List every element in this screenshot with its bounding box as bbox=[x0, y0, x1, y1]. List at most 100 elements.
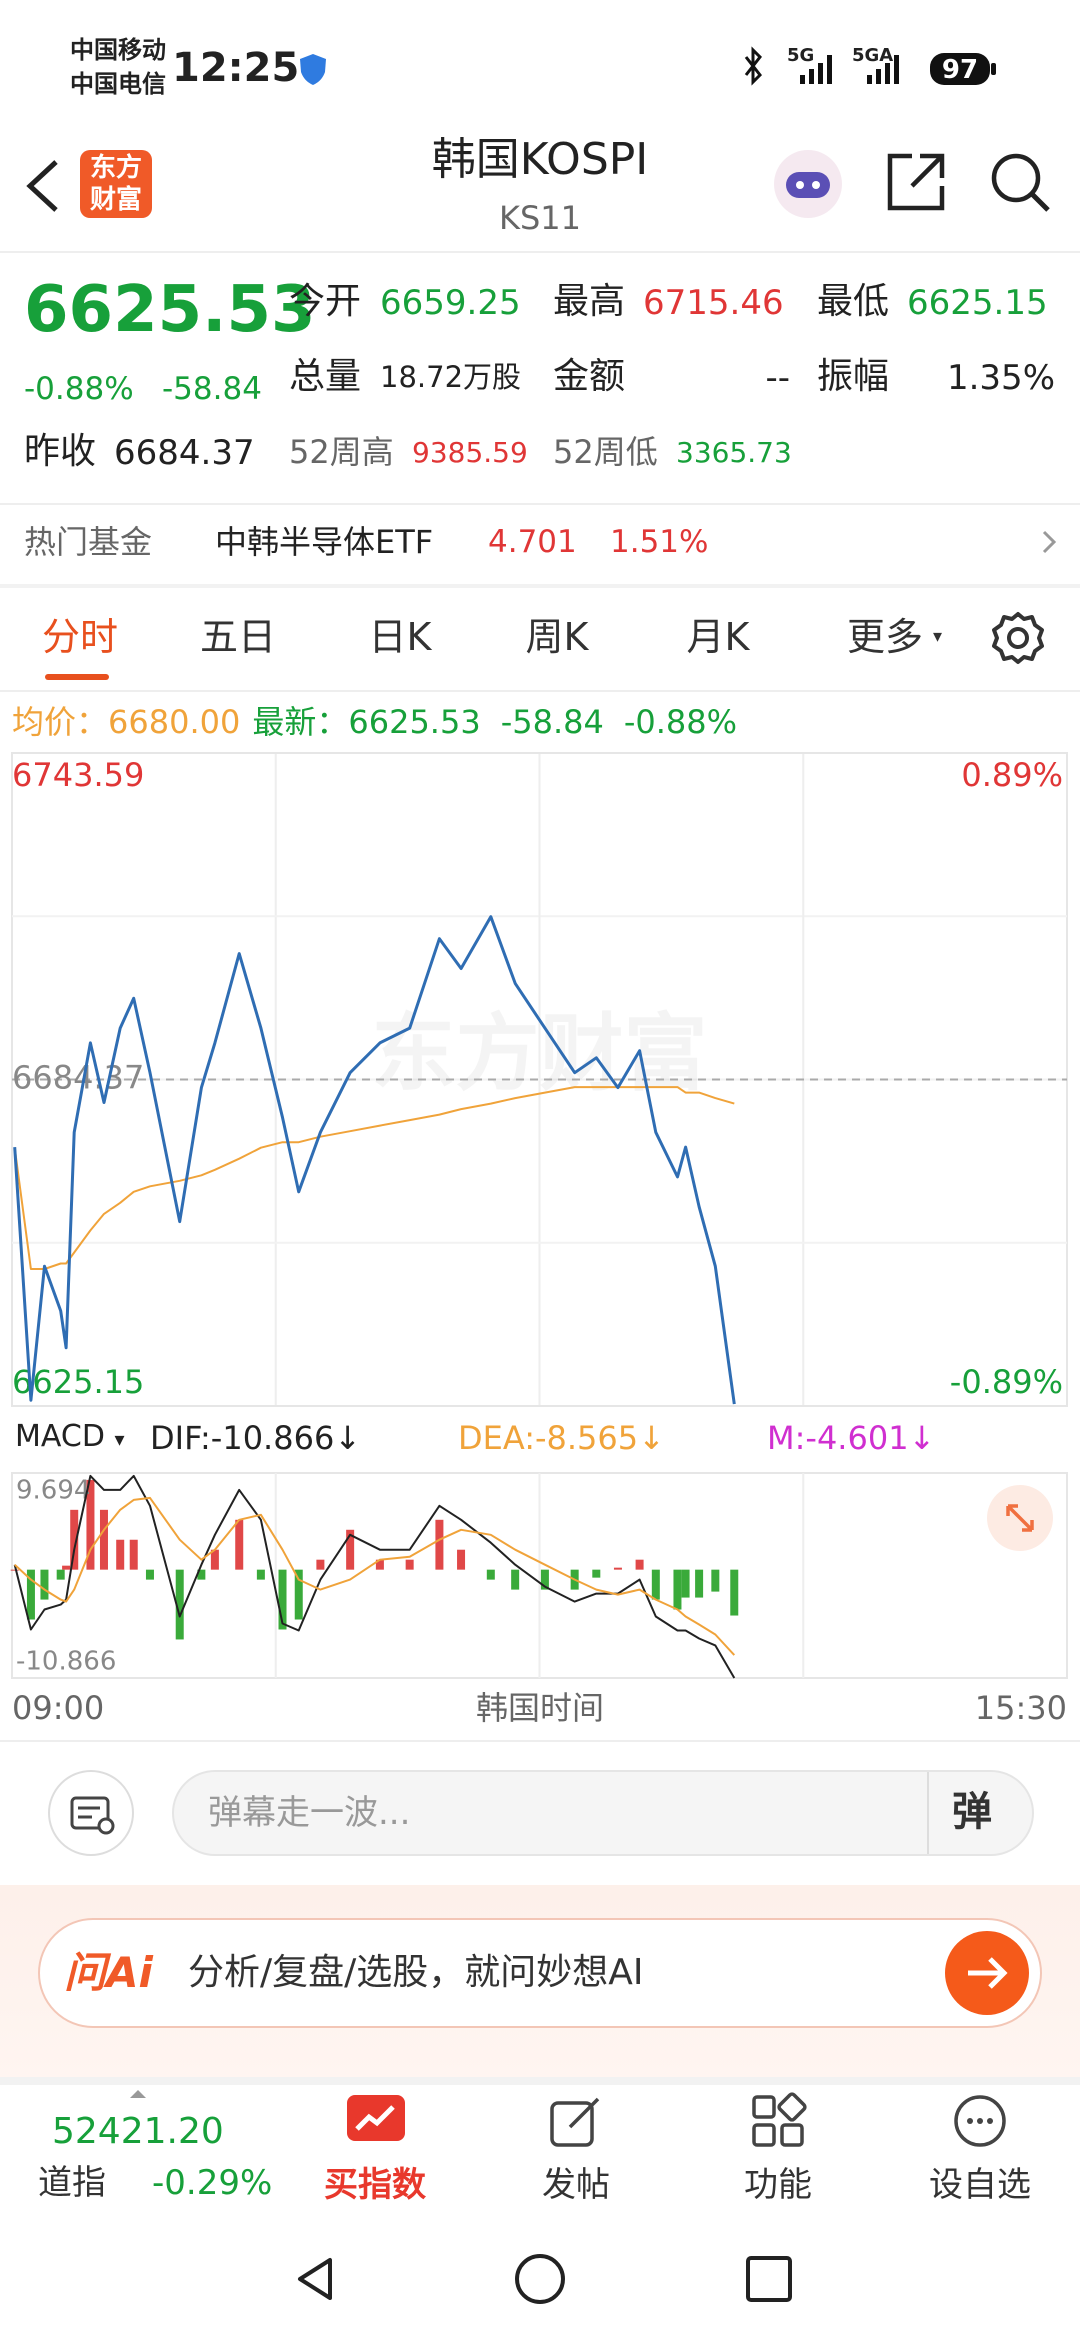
macd-bar bbox=[405, 1559, 414, 1570]
battery: 97 bbox=[941, 55, 979, 85]
divider bbox=[0, 1740, 1080, 1742]
info-row: 均价： 6680.00 最新： 6625.53 -58.84 -0.88% bbox=[12, 706, 737, 738]
macd-bar bbox=[695, 1569, 704, 1598]
arrow: ↓ bbox=[638, 1419, 665, 1457]
nav-icon bbox=[347, 2095, 405, 2141]
dif: DIF:-10.866 bbox=[150, 1419, 335, 1457]
macd-bar bbox=[511, 1569, 520, 1590]
macd-bar bbox=[197, 1569, 206, 1580]
price-line bbox=[13, 915, 736, 1405]
ai-entry[interactable] bbox=[38, 1918, 1042, 2028]
macd-chart: -10.866 9.694 bbox=[10, 1472, 1068, 1679]
macd-bar bbox=[375, 1559, 384, 1570]
avg-value: 6680.00 bbox=[108, 703, 241, 741]
macd-bar bbox=[457, 1549, 466, 1570]
macd-bar bbox=[730, 1569, 739, 1616]
nav-icon bbox=[954, 2095, 1006, 2147]
network: 5GA bbox=[852, 45, 894, 66]
macd-bar bbox=[116, 1539, 125, 1570]
y-tick-label: 9.694 bbox=[16, 1476, 90, 1506]
assistant-avatar[interactable] bbox=[772, 148, 844, 220]
divider bbox=[0, 690, 1080, 692]
macd-bar bbox=[129, 1539, 138, 1570]
macd-bar bbox=[316, 1559, 325, 1570]
macd-bar bbox=[40, 1569, 49, 1600]
macd-bar bbox=[175, 1569, 184, 1640]
tab[interactable]: 分时 bbox=[41, 615, 118, 659]
nav-item[interactable]: 发帖 bbox=[542, 2165, 610, 2205]
tab[interactable]: 更多 bbox=[846, 615, 923, 659]
tab[interactable]: 周K bbox=[525, 615, 589, 659]
back-key[interactable] bbox=[298, 2258, 332, 2300]
indicator: MACD bbox=[15, 1419, 105, 1454]
y-tick-label: 6684.37 bbox=[12, 1059, 144, 1097]
label: 今开 bbox=[289, 281, 362, 322]
search-button[interactable] bbox=[988, 150, 1052, 214]
last-label: 最新： bbox=[252, 703, 349, 741]
label: 最高 bbox=[553, 281, 626, 322]
label: 昨收 bbox=[24, 431, 97, 472]
arrow: ↓ bbox=[908, 1419, 936, 1457]
macd-bar bbox=[635, 1559, 644, 1570]
share-button[interactable] bbox=[884, 150, 948, 214]
index-change: -0.29% bbox=[152, 2163, 273, 2203]
macd-bar bbox=[486, 1569, 495, 1580]
ai-send[interactable] bbox=[944, 1930, 1030, 2016]
y2-tick-label: -0.89% bbox=[950, 1363, 1063, 1401]
macd-bar bbox=[681, 1569, 690, 1598]
home-key[interactable] bbox=[515, 2254, 565, 2304]
label: 52周低 bbox=[553, 433, 658, 471]
comment-input[interactable] bbox=[172, 1770, 1034, 1856]
tab[interactable]: 日K bbox=[368, 615, 432, 659]
back-button[interactable] bbox=[22, 158, 62, 214]
dif-legend: DIF:-10.866↓ bbox=[150, 1422, 361, 1454]
macd-bar bbox=[256, 1569, 265, 1580]
m-legend: M:-4.601↓ bbox=[767, 1422, 935, 1454]
macd-bar bbox=[145, 1569, 154, 1580]
dropdown-caret: ▾ bbox=[933, 626, 943, 647]
index-value: 52421.20 bbox=[52, 2111, 224, 2152]
nav-item[interactable]: 功能 bbox=[744, 2165, 812, 2205]
danmaku-settings[interactable] bbox=[46, 1768, 136, 1858]
y2-tick-label: 0.89% bbox=[961, 756, 1063, 794]
divider bbox=[0, 2077, 1080, 2085]
divider bbox=[0, 503, 1080, 505]
macd-bar bbox=[711, 1569, 720, 1592]
carrier: 中国移动 bbox=[70, 36, 166, 64]
recents-key[interactable] bbox=[746, 2256, 792, 2302]
tab[interactable]: 五日 bbox=[199, 615, 276, 659]
value: 6659.25 bbox=[380, 283, 521, 323]
x-axis-label: 韩国时间 bbox=[475, 1689, 604, 1727]
y-tick-label: -10.866 bbox=[16, 1647, 116, 1677]
nav-icon bbox=[550, 2097, 600, 2147]
value: 3365.73 bbox=[676, 436, 792, 469]
expand-button[interactable] bbox=[986, 1484, 1054, 1552]
chevron bbox=[1042, 530, 1057, 554]
y-tick-label: 6743.59 bbox=[12, 756, 144, 794]
average-line bbox=[13, 1086, 735, 1270]
label: 金额 bbox=[553, 356, 626, 397]
x-end: 15:30 bbox=[974, 1689, 1067, 1727]
value: -- bbox=[765, 358, 790, 398]
macd-bar bbox=[294, 1569, 303, 1620]
page-title: 韩国KOSPI bbox=[431, 134, 649, 185]
shield-icon bbox=[300, 54, 326, 85]
label: 52周高 bbox=[289, 433, 394, 471]
nav-item[interactable]: 买指数 bbox=[324, 2165, 426, 2205]
settings-button[interactable] bbox=[990, 610, 1046, 666]
tab[interactable]: 月K bbox=[686, 615, 750, 659]
divider bbox=[0, 584, 1080, 588]
value: 1.35% bbox=[946, 358, 1055, 398]
macd-bar bbox=[592, 1569, 601, 1578]
danmaku-button[interactable]: 弹 bbox=[952, 1789, 992, 1835]
change-pct: -0.88% bbox=[24, 371, 134, 407]
indicator-select[interactable]: MACD ▾ bbox=[15, 1419, 125, 1454]
nav-item[interactable]: 设自选 bbox=[929, 2165, 1031, 2205]
macd-bar bbox=[56, 1569, 65, 1580]
clock: 12:25 bbox=[172, 45, 300, 91]
placeholder: 弹幕走一波... bbox=[208, 1793, 411, 1833]
macd-bar bbox=[613, 1567, 622, 1570]
change-pct: -0.88% bbox=[623, 703, 738, 741]
value: 6684.37 bbox=[114, 433, 255, 473]
